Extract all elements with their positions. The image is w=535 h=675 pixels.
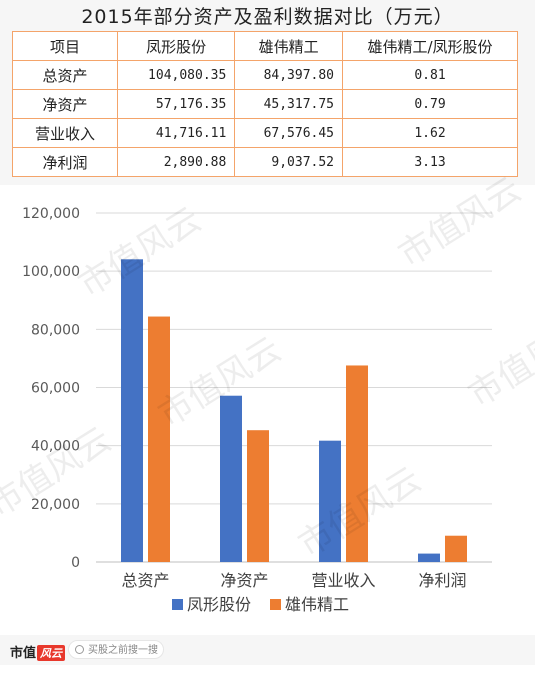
bar-chart-svg: 0 20,000 40,000 60,000 80,000 100,000 120,000 总… — [22, 206, 492, 614]
table-row: 净利润 2,890.88 9,037.52 3.13 — [12, 147, 518, 177]
row-label: 营业收入 — [12, 118, 118, 148]
table-cell: 45,317.75 — [234, 89, 344, 119]
table-cell: 67,576.45 — [234, 118, 344, 148]
search-placeholder: 买股之前搜一搜 — [88, 645, 158, 656]
search-box[interactable]: 买股之前搜一搜 — [68, 640, 164, 659]
y-tick-label: 60,000 — [31, 381, 80, 397]
row-label: 总资产 — [12, 60, 118, 90]
legend-label: 雄伟精工 — [285, 595, 349, 614]
table-cell: 0.79 — [342, 89, 518, 119]
legend-swatch — [270, 599, 281, 610]
table-header-cell: 项目 — [12, 31, 118, 61]
y-tick-label: 20,000 — [31, 497, 80, 513]
table-cell: 0.81 — [342, 60, 518, 90]
bar-xiongwei — [445, 535, 467, 562]
row-label: 净资产 — [12, 89, 118, 119]
bar-xiongwei — [247, 430, 269, 562]
x-tick-label: 净利润 — [418, 571, 466, 590]
table-header-row: 项目 凤形股份 雄伟精工 雄伟精工/凤形股份 — [12, 31, 518, 61]
brand-text: 市值 — [10, 646, 37, 661]
brand-logo: 市值 风云 — [10, 642, 66, 661]
brand-mark: 风云 — [37, 645, 66, 661]
chart-title: 2015年部分资产及盈利数据对比（万元） — [81, 6, 454, 28]
table-header-cell: 雄伟精工/凤形股份 — [342, 31, 518, 61]
footer-bar: 市值 风云 买股之前搜一搜 — [0, 636, 535, 665]
bar-fengxing — [319, 440, 341, 562]
legend-label: 凤形股份 — [187, 595, 251, 614]
y-tick-label: 40,000 — [31, 439, 80, 455]
table-row: 总资产 104,080.35 84,397.80 0.81 — [12, 60, 518, 90]
bar-xiongwei — [346, 365, 368, 562]
table-header-cell: 雄伟精工 — [234, 31, 344, 61]
legend-swatch — [172, 599, 183, 610]
table-cell: 1.62 — [342, 118, 518, 148]
search-icon — [75, 645, 84, 654]
comparison-table: 项目 凤形股份 雄伟精工 雄伟精工/凤形股份 总资产 104,080.35 84… — [12, 31, 518, 177]
y-tick-label: 120,000 — [22, 206, 80, 222]
x-tick-label: 营业收入 — [311, 571, 375, 590]
table-cell: 3.13 — [342, 147, 518, 177]
table-cell: 41,716.11 — [116, 118, 236, 148]
table-row: 营业收入 41,716.11 67,576.45 1.62 — [12, 118, 518, 148]
y-tick-label: 100,000 — [22, 264, 80, 280]
bar-fengxing — [121, 259, 143, 562]
bar-xiongwei — [148, 316, 170, 562]
x-tick-label: 总资产 — [121, 571, 169, 590]
table-header-cell: 凤形股份 — [116, 31, 236, 61]
table-cell: 104,080.35 — [116, 60, 236, 90]
x-tick-label: 净资产 — [220, 571, 268, 590]
table-row: 净资产 57,176.35 45,317.75 0.79 — [12, 89, 518, 119]
row-label: 净利润 — [12, 147, 118, 177]
y-tick-label: 0 — [71, 555, 80, 571]
bar-fengxing — [220, 395, 242, 562]
table-cell: 2,890.88 — [116, 147, 236, 177]
table-cell: 57,176.35 — [116, 89, 236, 119]
bar-fengxing — [418, 553, 440, 562]
table-cell: 84,397.80 — [234, 60, 344, 90]
y-tick-label: 80,000 — [31, 322, 80, 338]
bar-chart: 0 20,000 40,000 60,000 80,000 100,000 120,000 总… — [0, 169, 535, 635]
table-cell: 9,037.52 — [234, 147, 344, 177]
